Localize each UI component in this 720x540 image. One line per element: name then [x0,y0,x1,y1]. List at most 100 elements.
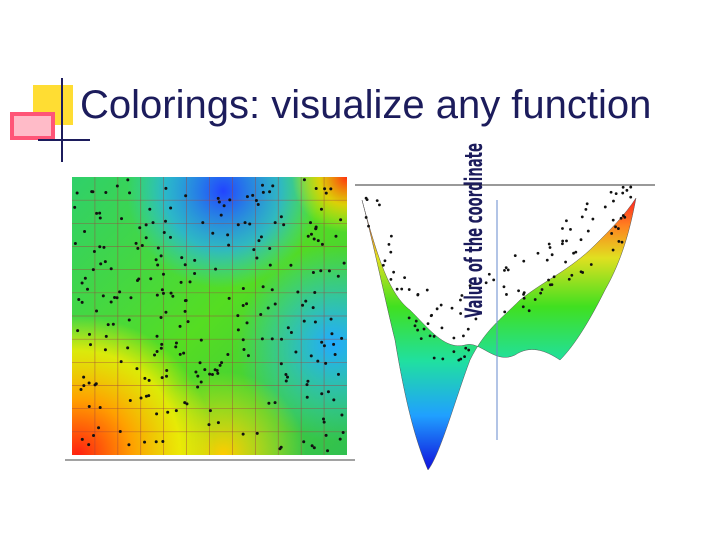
sample-dot [614,192,618,196]
sample-dot [459,357,463,361]
sample-dot [611,248,615,252]
sample-dot [183,309,187,313]
sample-dot [383,259,387,263]
sample-dot [128,191,132,195]
sample-dot [243,221,247,225]
sample-dot [87,332,91,336]
sample-dot [629,195,633,199]
sample-dot [75,191,79,195]
sample-dot [208,372,212,376]
sample-dot [199,338,203,342]
sample-dot [245,302,249,306]
sample-dot [492,278,496,282]
sample-dot [338,437,342,441]
sample-dot [271,184,275,188]
sample-dot [612,199,615,203]
sample-dot [174,345,178,349]
sample-dot [294,350,298,354]
sample-dot [161,272,165,276]
sample-dot [203,368,207,372]
sample-dot [429,314,433,318]
sample-dot [270,288,274,292]
sample-dot [182,351,186,355]
sample-dot [581,271,585,274]
sample-dot [333,353,337,357]
sample-dot [504,266,508,270]
sample-dot [527,309,531,313]
sample-dot [450,306,454,310]
sample-dot [193,272,197,276]
sample-dot [174,409,178,413]
sample-dot [614,225,617,229]
sample-dot [326,390,330,394]
sample-dot [115,296,119,300]
sample-dot [340,336,344,340]
sample-dot [218,363,222,367]
sample-dot [140,243,144,247]
sample-dot [102,245,106,249]
sample-dot [278,447,282,451]
sample-dot [215,368,219,372]
sample-dot [98,406,102,410]
sample-dot [273,221,277,225]
sample-dot [127,318,131,322]
sample-dot [199,380,203,384]
sample-dot [126,178,130,182]
sample-dot [83,229,87,233]
sample-dot [163,219,167,223]
sample-dot [462,334,465,338]
sample-dot [279,215,283,219]
sample-dot [76,329,80,333]
sample-dot [387,242,391,246]
sample-dot [522,291,526,295]
sample-dot [513,254,517,258]
sample-dot [305,395,309,399]
sample-dot [547,242,551,246]
sample-dot [236,223,240,227]
sample-dot [183,401,187,405]
sample-dot [164,186,168,190]
sample-dot [301,303,305,307]
sample-dot [228,198,232,202]
sample-dot [87,443,91,447]
sample-dot [533,298,537,301]
sample-dot [118,290,122,294]
sample-dot [159,346,163,350]
sample-dot [330,332,334,336]
sample-dot [503,268,506,272]
sample-dot [474,317,478,321]
sample-dot [143,376,147,380]
sample-dot [196,385,200,389]
sample-dot [160,342,164,346]
sample-dot [403,276,407,280]
sample-dot [259,235,263,239]
sample-dot [106,323,110,327]
sample-dot [326,449,330,453]
title: Colorings: visualize any function [80,83,651,127]
sample-dot [144,236,148,240]
sample-dot [503,310,507,314]
sample-dot [270,337,274,341]
sample-dot [83,276,87,280]
sample-dot [88,343,92,347]
sample-dot [459,312,463,315]
sample-dot [255,256,259,260]
sample-dot [441,357,445,361]
sample-dot [147,378,151,382]
sample-dot [536,251,540,255]
sample-dot [86,287,90,291]
sample-dot [304,299,308,303]
sample-dot [119,360,123,364]
sample-dot [603,205,607,209]
sample-dot [113,295,117,299]
sample-dot [502,285,506,289]
sample-dot [610,232,614,235]
sample-dot [332,342,336,346]
sample-dot [168,235,172,239]
sample-dot [478,311,481,315]
sample-dot [178,324,182,328]
sample-dot [165,374,169,378]
sample-dot [545,258,549,262]
sample-dot [80,281,84,285]
